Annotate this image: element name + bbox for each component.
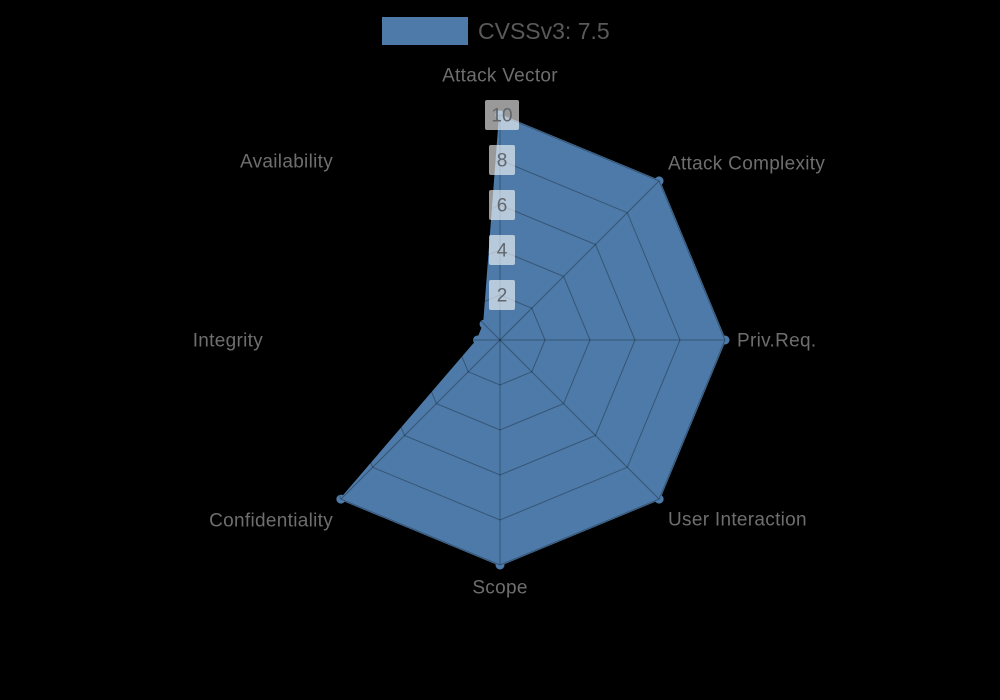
data-point-marker-scope [495,560,505,570]
axis-label-attack-complexity: Attack Complexity [668,154,825,175]
data-point-marker-confidentiality [336,494,346,504]
axis-spoke-user-interaction [499,339,660,500]
tick-label-6: 6 [497,196,508,217]
tick-label-4: 4 [497,241,508,262]
data-point-marker-user-interaction [654,494,664,504]
tick-label-8: 8 [497,151,508,172]
data-point-marker-priv-req [720,335,730,345]
axis-label-attack-vector: Attack Vector [442,66,558,87]
tick-label-box-10 [485,100,519,130]
grid-ring-6 [364,204,636,476]
legend-swatch[interactable] [382,17,468,45]
axis-label-priv-req: Priv.Req. [737,331,816,352]
axis-label-scope: Scope [472,578,527,599]
tick-label-box-2 [489,280,515,310]
data-point-marker-availability [479,319,489,329]
legend-label[interactable]: CVSSv3: 7.5 [478,18,610,44]
axis-spoke-attack-complexity [499,180,660,341]
axis-label-user-interaction: User Interaction [668,510,807,531]
data-point-marker-integrity [473,335,482,345]
tick-label-2: 2 [497,286,508,307]
axis-label-availability: Availability [240,152,333,173]
tick-label-box-4 [489,235,515,265]
axis-label-confidentiality: Confidentiality [209,511,333,532]
axis-spoke-availability [340,180,501,341]
tick-label-10: 10 [491,106,512,127]
grid-ring-8 [319,159,681,521]
grid-ring-4 [409,249,591,431]
axis-label-integrity: Integrity [193,331,263,352]
grid-ring-10 [274,114,726,566]
grid-ring-2 [454,294,546,386]
tick-label-box-8 [489,145,515,175]
legend-item[interactable]: CVSSv3: 7.5 [382,17,610,45]
tick-label-box-6 [489,190,515,220]
data-point-marker-attack-complexity [654,176,664,186]
axis-spoke-confidentiality [340,339,501,500]
